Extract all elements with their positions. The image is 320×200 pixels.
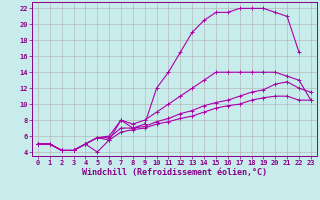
X-axis label: Windchill (Refroidissement éolien,°C): Windchill (Refroidissement éolien,°C) [82, 168, 267, 177]
